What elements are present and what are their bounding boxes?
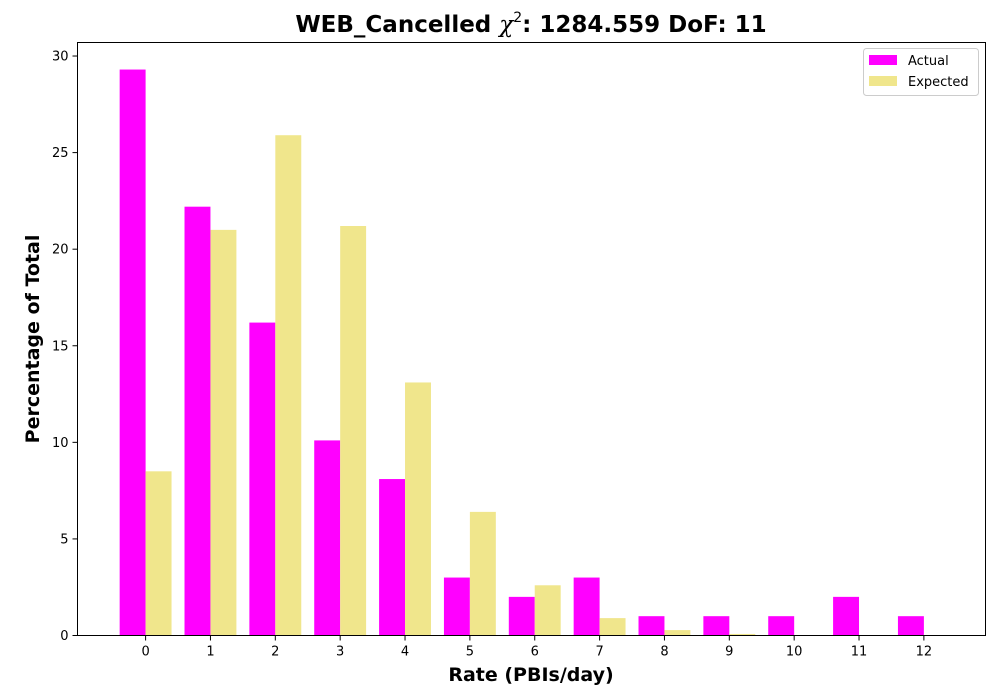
bar-expected-3 (340, 226, 367, 636)
x-tick-label: 12 (916, 645, 933, 660)
plot-frame (77, 42, 986, 636)
bar-expected-7 (599, 618, 626, 636)
y-tick-label: 15 (52, 339, 69, 354)
bar-actual-7 (573, 577, 600, 636)
bar-actual-2 (249, 322, 276, 636)
bar-expected-5 (469, 511, 496, 636)
bar-expected-6 (534, 585, 561, 636)
y-tick-label: 0 (60, 629, 68, 644)
bar-actual-11 (833, 596, 860, 636)
x-tick-label: 9 (725, 645, 733, 660)
legend: Actual Expected (863, 48, 979, 96)
x-tick-label: 1 (206, 645, 214, 660)
y-tick-label: 30 (52, 50, 69, 65)
bar-actual-3 (314, 440, 341, 636)
x-tick-label: 8 (660, 645, 668, 660)
y-tick-label: 10 (52, 436, 69, 451)
bar-actual-9 (703, 616, 730, 636)
title-prefix: WEB_Cancelled (295, 12, 499, 38)
y-tick-label: 20 (52, 243, 69, 258)
legend-label-actual: Actual (908, 54, 949, 69)
x-tick-label: 3 (336, 645, 344, 660)
title-suffix: : 1284.559 DoF: 11 (522, 12, 767, 38)
bar-actual-8 (638, 616, 665, 636)
y-axis-ticks: 0 5 10 15 20 25 30 (52, 50, 78, 644)
bar-actual-12 (897, 616, 924, 636)
x-tick-label: 11 (851, 645, 868, 660)
title-superscript: 2 (513, 10, 522, 26)
y-axis-label: Percentage of Total (22, 235, 44, 444)
legend-label-expected: Expected (908, 75, 969, 90)
bar-expected-2 (275, 135, 302, 636)
chart-title: WEB_Cancelled χ2: 1284.559 DoF: 11 (295, 10, 766, 38)
legend-swatch-actual (869, 55, 897, 65)
x-axis-label: Rate (PBIs/day) (448, 664, 613, 686)
y-tick-label: 25 (52, 146, 69, 161)
bar-actual-0 (119, 69, 146, 636)
x-tick-label: 6 (531, 645, 539, 660)
x-tick-label: 7 (595, 645, 603, 660)
legend-swatch-expected (869, 76, 897, 86)
x-tick-label: 4 (401, 645, 409, 660)
x-tick-label: 2 (271, 645, 279, 660)
bar-expected-0 (145, 471, 172, 636)
x-tick-label: 0 (141, 645, 149, 660)
bars-group (119, 69, 924, 636)
title-chi-symbol: χ (497, 12, 515, 38)
x-tick-label: 5 (466, 645, 474, 660)
bar-expected-4 (405, 382, 431, 636)
x-axis-ticks: 0 1 2 3 4 5 6 7 8 9 10 11 12 (141, 635, 933, 660)
bar-actual-10 (768, 616, 795, 636)
bar-expected-8 (664, 630, 691, 636)
bar-actual-1 (184, 206, 211, 636)
bar-actual-5 (443, 577, 470, 636)
x-tick-label: 10 (786, 645, 803, 660)
bar-actual-4 (379, 479, 406, 636)
bar-expected-1 (210, 229, 237, 636)
bar-actual-6 (508, 596, 535, 636)
y-tick-label: 5 (60, 532, 68, 547)
bar-expected-9 (729, 633, 756, 636)
